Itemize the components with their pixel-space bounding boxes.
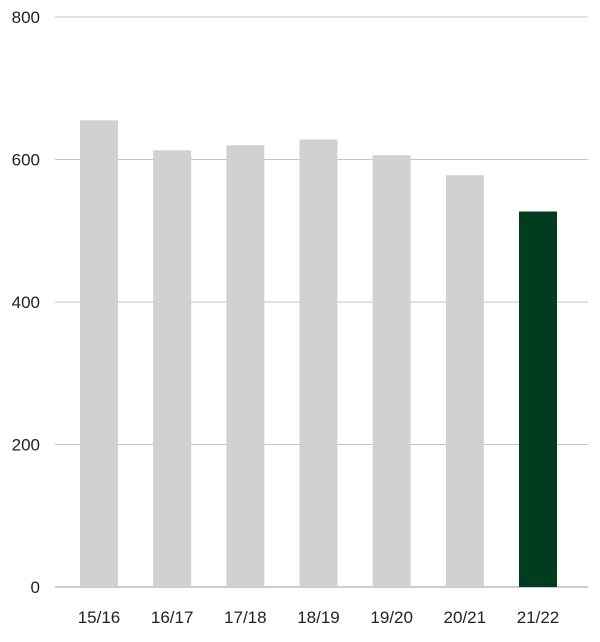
x-axis-ticks: 15/16 16/17 17/18 18/19 19/20 20/21 21/22	[78, 608, 560, 627]
y-tick-label: 0	[31, 578, 40, 597]
x-tick-label: 19/20	[370, 608, 413, 627]
bar-21-22	[519, 211, 557, 587]
bars	[80, 120, 557, 588]
y-tick-label: 800	[12, 8, 40, 27]
x-tick-label: 15/16	[78, 608, 121, 627]
bar-20-21	[445, 175, 484, 588]
y-axis-ticks: 0 200 400 600 800	[12, 8, 40, 597]
x-tick-label: 16/17	[151, 608, 194, 627]
y-tick-label: 600	[12, 151, 40, 170]
x-tick-label: 18/19	[297, 608, 340, 627]
x-tick-label: 21/22	[517, 608, 560, 627]
bar-19-20	[372, 155, 411, 587]
bar-17-18	[226, 145, 265, 587]
y-tick-label: 400	[12, 293, 40, 312]
y-tick-label: 200	[12, 436, 40, 455]
x-tick-label: 17/18	[224, 608, 267, 627]
bar-16-17	[153, 150, 192, 588]
bar-15-16	[80, 120, 118, 587]
x-tick-label: 20/21	[444, 608, 487, 627]
bar-18-19	[299, 139, 338, 588]
